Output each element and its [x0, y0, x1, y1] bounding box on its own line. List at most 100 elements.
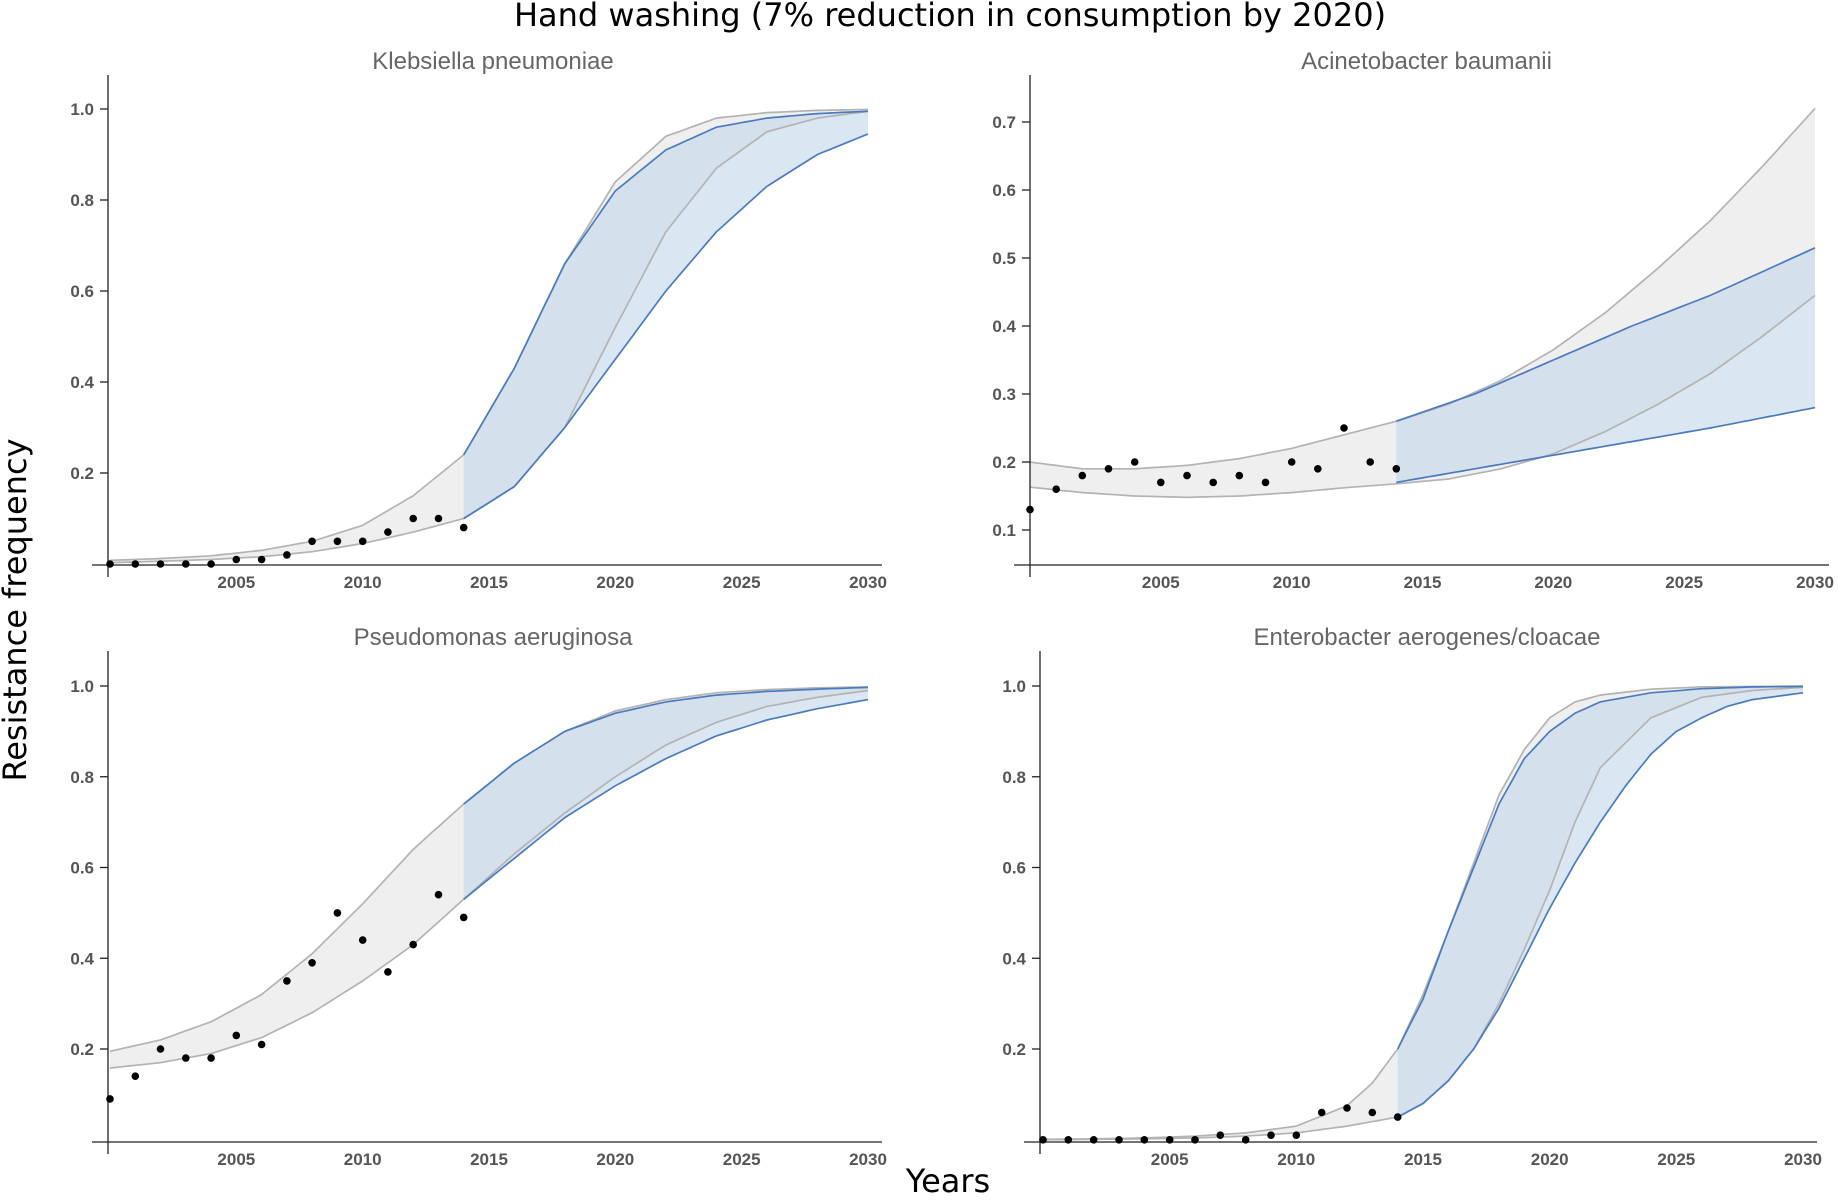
x-tick-label: 2010 — [344, 573, 382, 592]
x-tick-label: 2015 — [1404, 1150, 1442, 1169]
y-tick-label: 0.2 — [70, 464, 94, 483]
x-tick-label: 2005 — [217, 573, 255, 592]
y-tick-label: 0.2 — [70, 1040, 94, 1059]
observed-data-point — [1064, 1136, 1073, 1144]
observed-data-point — [1292, 1131, 1301, 1139]
observed-data-point — [1235, 471, 1244, 480]
observed-data-point — [1314, 465, 1322, 473]
x-tick-label: 2020 — [596, 573, 634, 592]
observed-data-point — [1392, 465, 1401, 473]
y-tick-label: 0.6 — [1002, 859, 1026, 878]
observed-data-point — [358, 537, 367, 546]
observed-data-point — [308, 537, 316, 546]
observed-data-point — [1104, 465, 1113, 473]
observed-data-point — [1287, 458, 1296, 466]
y-tick-label: 0.8 — [70, 768, 94, 787]
observed-data-point — [1140, 1136, 1149, 1144]
observed-data-point — [434, 890, 443, 899]
observed-data-point — [1039, 1136, 1047, 1144]
x-tick-label: 2025 — [1665, 573, 1703, 592]
blue-lower-line — [1396, 406, 1816, 484]
x-tick-label: 2020 — [596, 1150, 634, 1169]
x-tick-label: 2025 — [1657, 1150, 1695, 1169]
x-tick-label: 2025 — [723, 1150, 761, 1169]
gray-lower-line — [109, 689, 869, 1069]
panel-acinetobacter: 0.1 0.2 0.3 0.4 0.5 0.6 0.7 2005 2010 2015 2020 202… — [992, 48, 1834, 592]
observed-data-point — [1026, 505, 1034, 514]
observed-data-point — [207, 1054, 215, 1062]
x-tick-label: 2020 — [1534, 573, 1572, 592]
y-tick-label: 0.4 — [70, 949, 94, 968]
observed-data-point — [156, 560, 165, 568]
y-tick-label: 0.8 — [1002, 768, 1026, 787]
x-tick-label: 2010 — [344, 1150, 382, 1169]
x-tick-label: 2030 — [1784, 1150, 1822, 1169]
y-tick-label: 0.7 — [992, 113, 1016, 132]
observed-data-point — [1130, 458, 1139, 466]
panel-title: Pseudomonas aeruginosa — [354, 624, 634, 651]
observed-data-point — [1216, 1131, 1225, 1139]
x-tick-label: 2005 — [1142, 573, 1180, 592]
blue-projection-band — [463, 687, 868, 900]
observed-data-point — [409, 514, 418, 523]
panel-klebsiella: 0.2 0.4 0.6 0.8 1.0 2005 2010 2015 2020 2025 2030 K… — [70, 48, 887, 592]
x-tick-label: 2025 — [723, 573, 761, 592]
panel-pseudomonas: 0.2 0.4 0.6 0.8 1.0 2005 2010 2015 2020 2025 2030 P… — [70, 624, 887, 1169]
observed-data-point — [131, 560, 140, 568]
observed-data-point — [1241, 1136, 1250, 1144]
y-tick-label: 0.8 — [70, 191, 94, 210]
observed-data-point — [1183, 471, 1191, 480]
observed-data-point — [1393, 1113, 1402, 1121]
x-tick-label: 2005 — [217, 1150, 255, 1169]
observed-data-point — [308, 959, 316, 967]
observed-data-point — [1368, 1108, 1377, 1117]
y-tick-label: 0.4 — [70, 373, 94, 392]
y-tick-label: 1.0 — [70, 100, 94, 119]
observed-data-point — [1115, 1136, 1123, 1144]
observed-data-point — [156, 1045, 165, 1053]
observed-data-point — [1209, 478, 1217, 487]
observed-data-point — [1267, 1131, 1275, 1139]
observed-data-point — [333, 537, 342, 546]
observed-data-point — [1078, 471, 1087, 480]
x-tick-label: 2010 — [1277, 1150, 1315, 1169]
x-tick-label: 2015 — [1404, 573, 1442, 592]
blue-lower-line — [1397, 691, 1804, 1118]
observed-data-point — [257, 555, 266, 564]
gray-envelope-band — [110, 686, 868, 1069]
observed-data-point — [232, 555, 241, 564]
x-tick-label: 2010 — [1273, 573, 1311, 592]
observed-data-point — [384, 528, 392, 536]
observed-data-point — [1165, 1136, 1174, 1144]
y-tick-label: 0.2 — [1002, 1040, 1026, 1059]
blue-upper-line — [463, 686, 869, 805]
observed-data-point — [1343, 1104, 1351, 1112]
y-tick-label: 1.0 — [70, 677, 94, 696]
panel-title: Enterobacter aerogenes/cloacae — [1254, 624, 1601, 651]
y-tick-label: 0.4 — [1002, 949, 1026, 968]
observed-data-point — [1261, 478, 1270, 487]
gray-lower-line — [1029, 294, 1816, 499]
observed-data-point — [333, 909, 342, 917]
observed-data-point — [1366, 458, 1374, 466]
x-tick-label: 2005 — [1151, 1150, 1189, 1169]
blue-projection-band — [1396, 247, 1815, 483]
y-tick-label: 0.6 — [992, 181, 1016, 200]
observed-data-point — [459, 913, 468, 922]
observed-data-point — [257, 1040, 266, 1049]
y-tick-label: 0.4 — [992, 317, 1016, 336]
observed-data-point — [1052, 485, 1060, 494]
y-tick-label: 0.6 — [70, 859, 94, 878]
blue-upper-line — [462, 110, 869, 456]
observed-data-point — [106, 560, 114, 568]
y-tick-label: 0.1 — [992, 521, 1016, 540]
y-tick-label: 1.0 — [1002, 677, 1026, 696]
x-tick-label: 2020 — [1531, 1150, 1569, 1169]
observed-data-point — [384, 968, 392, 976]
y-tick-label: 0.2 — [992, 453, 1016, 472]
observed-data-point — [182, 1054, 190, 1062]
x-tick-label: 2030 — [1796, 573, 1834, 592]
panel-enterobacter: 0.2 0.4 0.6 0.8 1.0 2005 2010 2015 2020 2025 2030 E… — [1002, 624, 1822, 1169]
observed-data-point — [459, 523, 468, 532]
x-tick-label: 2030 — [849, 573, 887, 592]
